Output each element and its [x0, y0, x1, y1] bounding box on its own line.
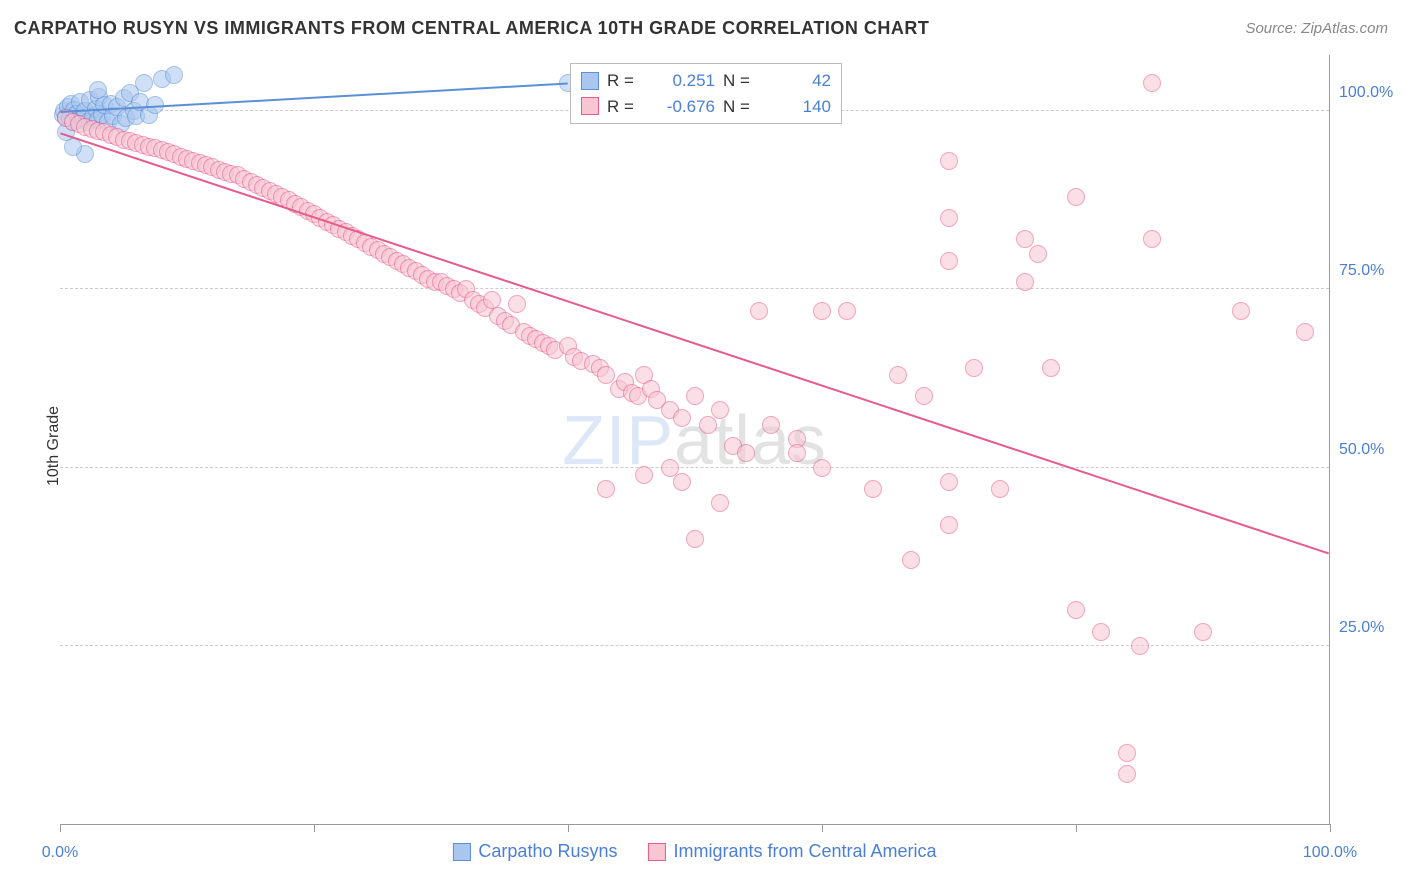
r-label: R =: [607, 94, 637, 120]
legend-swatch: [581, 72, 599, 90]
x-tick-label: 0.0%: [42, 844, 78, 862]
chart-title: CARPATHO RUSYN VS IMMIGRANTS FROM CENTRA…: [14, 18, 929, 39]
legend-swatch: [452, 843, 470, 861]
y-tick-label: 100.0%: [1339, 84, 1399, 102]
legend-swatch: [581, 97, 599, 115]
x-tick: [1076, 824, 1077, 832]
stats-row: R = -0.676 N = 140: [581, 94, 831, 120]
series-legend: Carpatho Rusyns Immigrants from Central A…: [452, 841, 936, 862]
legend-label: Immigrants from Central America: [674, 841, 937, 862]
legend-item: Carpatho Rusyns: [452, 841, 617, 862]
x-tick: [822, 824, 823, 832]
x-tick-label: 100.0%: [1303, 844, 1357, 862]
x-tick: [568, 824, 569, 832]
n-value: 42: [761, 68, 831, 94]
r-label: R =: [607, 68, 637, 94]
y-tick-label: 75.0%: [1339, 262, 1399, 280]
y-tick-label: 50.0%: [1339, 441, 1399, 459]
source-attribution: Source: ZipAtlas.com: [1245, 20, 1388, 37]
x-tick: [314, 824, 315, 832]
y-tick-label: 25.0%: [1339, 619, 1399, 637]
n-label: N =: [723, 68, 753, 94]
r-value: -0.676: [645, 94, 715, 120]
n-value: 140: [761, 94, 831, 120]
x-tick: [60, 824, 61, 832]
x-tick: [1330, 824, 1331, 832]
n-label: N =: [723, 94, 753, 120]
plot-area: ZIPatlas R =0.251N =42R =-0.676N =140 Ca…: [60, 55, 1330, 825]
stats-legend: R = 0.251 N = 42 R = -0.676 N = 140: [570, 63, 842, 124]
legend-swatch: [648, 843, 666, 861]
legend-item: Immigrants from Central America: [648, 841, 937, 862]
trend-lines: [60, 55, 1329, 824]
stats-row: R = 0.251 N = 42: [581, 68, 831, 94]
r-value: 0.251: [645, 68, 715, 94]
legend-label: Carpatho Rusyns: [478, 841, 617, 862]
